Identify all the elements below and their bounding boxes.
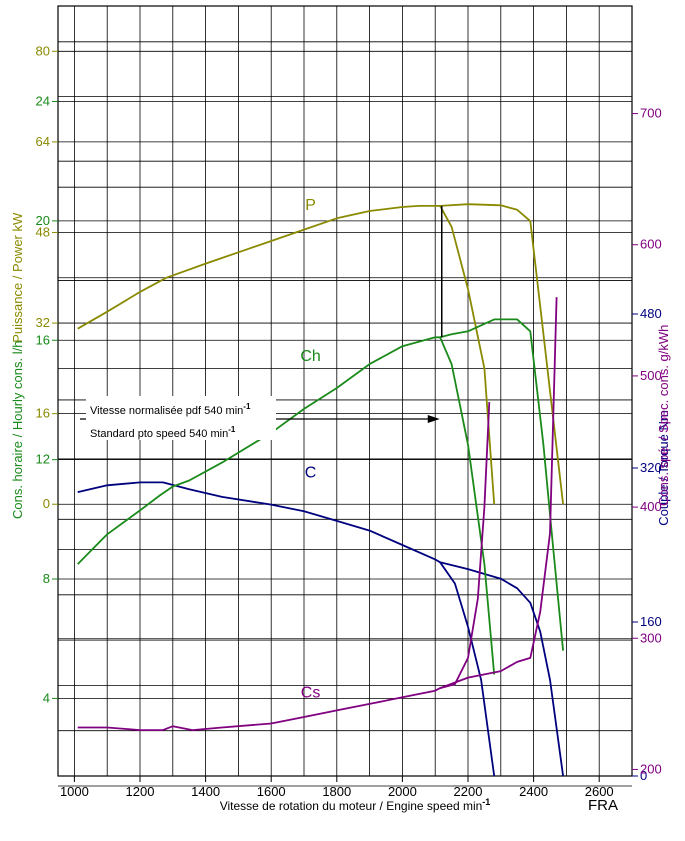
x-tick-label: 2200 (454, 784, 483, 799)
hourly-tick-label: 24 (36, 94, 50, 109)
x-tick-label: 1000 (60, 784, 89, 799)
tick-labels: 1000 1200 1400 1600 1800 2000 2200 2400 26000163… (36, 43, 662, 799)
x-tick-label: 1800 (322, 784, 351, 799)
hourly-tick-label: 8 (43, 571, 50, 586)
x-tick-label: 2600 (585, 784, 614, 799)
curve-labels: P C Ch Cs (300, 197, 320, 701)
curve-ch (77, 336, 496, 675)
curves (77, 203, 564, 777)
power-tick-label: 16 (36, 406, 50, 421)
torque-axis-title: Couple / Torque Nm (656, 410, 671, 525)
specific-tick-label: 400 (640, 499, 662, 514)
torque-tick-label: 0 (640, 768, 647, 783)
hourly-tick-label: 16 (36, 332, 50, 347)
pto-label-en: Standard pto speed 540 min-1 (90, 425, 236, 440)
pto-label-fr: Vitesse normalisée pdf 540 min-1 (90, 402, 251, 417)
power-tick-label: 32 (36, 315, 50, 330)
curve-label-cs: Cs (301, 684, 321, 701)
power-tick-label: 80 (36, 43, 50, 58)
pto-annotation: Vitesse normalisée pdf 540 min-1 Standard… (80, 205, 443, 440)
x-tick-label: 1400 (191, 784, 220, 799)
specific-tick-label: 600 (640, 237, 662, 252)
curve-label-ch: Ch (300, 348, 320, 365)
specific-tick-label: 500 (640, 368, 662, 383)
x-tick-label: 2400 (519, 784, 548, 799)
pto-arrow-head (427, 415, 440, 423)
curve-p (77, 204, 496, 505)
power-tick-label: 48 (36, 224, 50, 239)
curve-c (439, 561, 564, 777)
power-tick-label: 0 (43, 496, 50, 511)
hourly-tick-label: 20 (36, 213, 50, 228)
footer-code: FRA (588, 797, 618, 814)
curve-label-p: P (305, 197, 316, 214)
x-tick-label: 2000 (388, 784, 417, 799)
curve-ch (439, 318, 564, 651)
hourly-tick-label: 4 (43, 690, 50, 705)
specific-tick-label: 300 (640, 630, 662, 645)
x-axis-title: Vitesse de rotation du moteur / Engine s… (220, 797, 491, 813)
hourly-tick-label: 12 (36, 452, 50, 467)
specific-tick-label: 200 (640, 761, 662, 776)
curve-cs (439, 297, 558, 689)
specific-axis-title: Cons. spé. / Spec. cons. g/kWh (656, 325, 671, 506)
x-tick-label: 1600 (257, 784, 286, 799)
hourly-axis-title: Cons. horaire / Hourly cons. l/h (10, 341, 25, 519)
curve-p (440, 203, 564, 505)
plot-frame (57, 5, 633, 777)
power-tick-label: 64 (36, 134, 50, 149)
grid (57, 5, 633, 787)
specific-tick-label: 700 (640, 106, 662, 121)
power-axis-title: Puissance / Power kW (10, 212, 25, 343)
curve-c (77, 481, 496, 777)
x-tick-label: 1200 (126, 784, 155, 799)
torque-tick-label: 480 (640, 306, 662, 321)
torque-tick-label: 160 (640, 614, 662, 629)
curve-label-c: C (305, 465, 317, 482)
torque-tick-label: 320 (640, 460, 662, 475)
curve-cs (77, 402, 491, 731)
pto-label-background (86, 396, 276, 440)
